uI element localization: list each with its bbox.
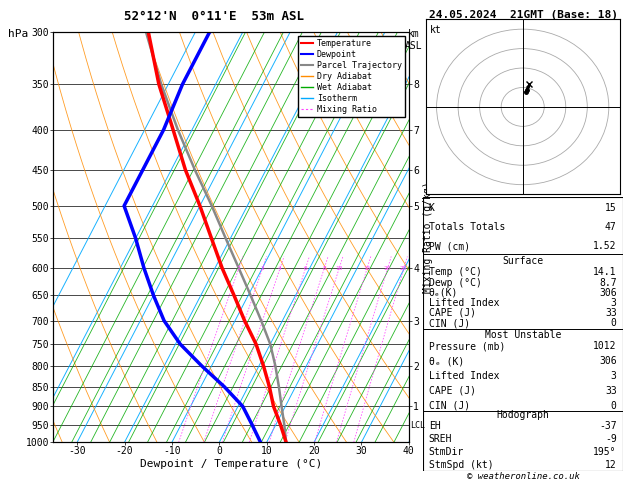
- Text: Lifted Index: Lifted Index: [429, 371, 499, 381]
- Text: StmSpd (kt): StmSpd (kt): [429, 460, 493, 469]
- Text: EH: EH: [429, 421, 440, 431]
- Text: 20: 20: [384, 266, 391, 271]
- Text: 195°: 195°: [593, 447, 616, 457]
- Text: kt: kt: [430, 25, 442, 35]
- Text: θₑ(K): θₑ(K): [429, 288, 458, 297]
- Text: 14.1: 14.1: [593, 267, 616, 278]
- Text: CIN (J): CIN (J): [429, 318, 470, 328]
- Text: 15: 15: [605, 203, 616, 213]
- Text: 3: 3: [611, 298, 616, 308]
- Text: Most Unstable: Most Unstable: [484, 330, 561, 341]
- Text: θₑ (K): θₑ (K): [429, 356, 464, 366]
- Text: 2: 2: [237, 266, 240, 271]
- Text: CIN (J): CIN (J): [429, 400, 470, 411]
- Text: 52°12'N  0°11'E  53m ASL: 52°12'N 0°11'E 53m ASL: [124, 10, 304, 23]
- Text: SREH: SREH: [429, 434, 452, 444]
- Text: 33: 33: [605, 308, 616, 318]
- Text: 8.7: 8.7: [599, 278, 616, 288]
- Text: Totals Totals: Totals Totals: [429, 222, 505, 232]
- Text: 0: 0: [611, 400, 616, 411]
- Y-axis label: Mixing Ratio (g/kg): Mixing Ratio (g/kg): [423, 181, 433, 293]
- Text: Surface: Surface: [502, 256, 543, 266]
- Text: 1.52: 1.52: [593, 241, 616, 251]
- Text: hPa: hPa: [8, 29, 28, 39]
- Text: 10: 10: [335, 266, 343, 271]
- Text: © weatheronline.co.uk: © weatheronline.co.uk: [467, 472, 580, 481]
- Text: 24.05.2024  21GMT (Base: 18): 24.05.2024 21GMT (Base: 18): [429, 10, 618, 20]
- Text: -37: -37: [599, 421, 616, 431]
- Text: Dewp (°C): Dewp (°C): [429, 278, 482, 288]
- Text: 6: 6: [304, 266, 307, 271]
- Text: 3: 3: [260, 266, 264, 271]
- Legend: Temperature, Dewpoint, Parcel Trajectory, Dry Adiabat, Wet Adiabat, Isotherm, Mi: Temperature, Dewpoint, Parcel Trajectory…: [298, 36, 404, 117]
- Text: 47: 47: [605, 222, 616, 232]
- Text: 0: 0: [611, 318, 616, 328]
- Text: PW (cm): PW (cm): [429, 241, 470, 251]
- Text: 12: 12: [605, 460, 616, 469]
- Text: Temp (°C): Temp (°C): [429, 267, 482, 278]
- Text: Lifted Index: Lifted Index: [429, 298, 499, 308]
- Text: CAPE (J): CAPE (J): [429, 308, 476, 318]
- Text: CAPE (J): CAPE (J): [429, 386, 476, 396]
- Text: K: K: [429, 203, 435, 213]
- Text: -9: -9: [605, 434, 616, 444]
- Text: Pressure (mb): Pressure (mb): [429, 342, 505, 351]
- Text: 4: 4: [278, 266, 282, 271]
- Text: 15: 15: [364, 266, 370, 271]
- Text: km
ASL: km ASL: [405, 29, 423, 51]
- Text: 25: 25: [400, 266, 408, 271]
- X-axis label: Dewpoint / Temperature (°C): Dewpoint / Temperature (°C): [140, 459, 322, 469]
- Text: 3: 3: [611, 371, 616, 381]
- Text: 306: 306: [599, 356, 616, 366]
- Text: LCL: LCL: [410, 421, 425, 430]
- Text: StmDir: StmDir: [429, 447, 464, 457]
- Text: 8: 8: [322, 266, 326, 271]
- Text: 33: 33: [605, 386, 616, 396]
- Text: 1012: 1012: [593, 342, 616, 351]
- Text: 306: 306: [599, 288, 616, 297]
- Text: Hodograph: Hodograph: [496, 410, 549, 420]
